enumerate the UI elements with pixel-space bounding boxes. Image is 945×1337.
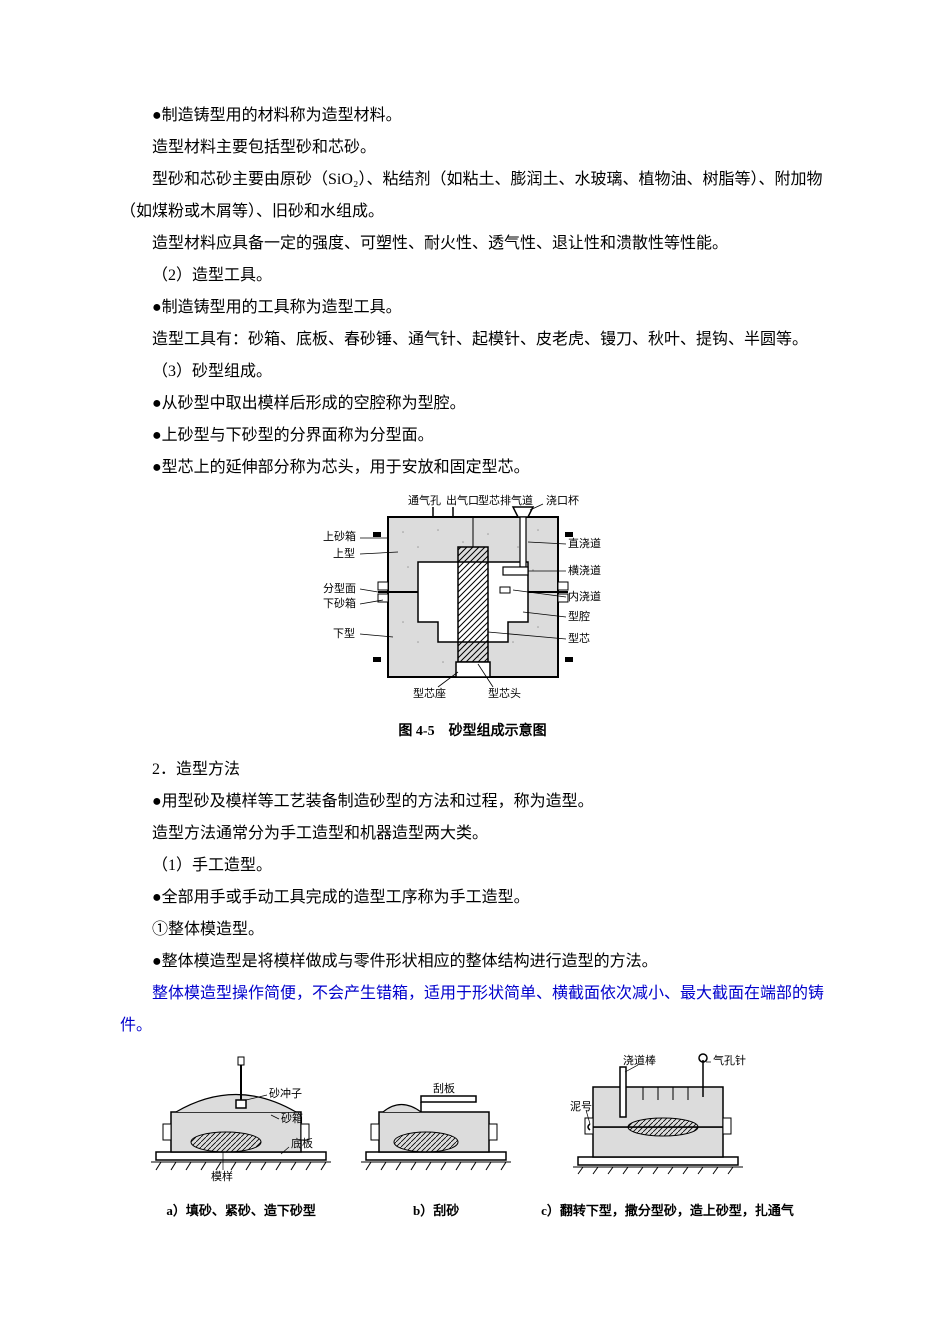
label-clay-seal: 泥号 [570,1100,592,1113]
para-materials-def: ●制造铸型用的材料称为造型材料。 [120,100,825,132]
para-parting-def: ●上砂型与下砂型的分界面称为分型面。 [120,420,825,452]
label-core-vent: 型芯排气道 [478,493,533,507]
label-outlet: 出气口 [446,493,479,507]
para-corehead-def: ●型芯上的延伸部分称为芯头，用于安放和固定型芯。 [120,452,825,484]
figure-step-a: 砂冲子 砂箱 底板 模样 a）填砂、紧砂、造下砂型 [151,1052,331,1224]
figure-a-caption: a）填砂、紧砂、造下砂型 [151,1198,331,1224]
label-sprue-rod: 浇道棒 [623,1053,656,1067]
figure-row-molding-steps: 砂冲子 砂箱 底板 模样 a）填砂、紧砂、造下砂型 [120,1052,825,1224]
para-tools-def: ●制造铸型用的工具称为造型工具。 [120,292,825,324]
label-core-seat: 型芯座 [413,686,446,700]
label-pouring-cup: 浇口杯 [546,493,579,507]
label-flask: 砂箱 [281,1111,303,1125]
para-manual-heading: （1）手工造型。 [120,850,825,882]
label-baseboard: 底板 [291,1136,313,1150]
label-lower-mold: 下型 [333,626,355,640]
para-material-properties: 造型材料应具备一定的强度、可塑性、耐火性、透气性、退让性和溃散性等性能。 [120,228,825,260]
para-solid-pattern-heading: ①整体模造型。 [120,914,825,946]
figure-b-caption: b）刮砂 [361,1198,511,1224]
label-upper-flask: 上砂箱 [323,529,356,543]
label-scraper: 刮板 [433,1081,455,1095]
label-cavity: 型腔 [568,609,590,623]
figure-c-caption: c）翻转下型，撒分型砂，造上砂型，扎通气 [541,1198,794,1224]
para-cavity-def: ●从砂型中取出模样后形成的空腔称为型腔。 [120,388,825,420]
label-runner: 横浇道 [568,563,601,577]
figure1-caption: 图 4-5 砂型组成示意图 [120,718,825,746]
para-materials-include: 造型材料主要包括型砂和芯砂。 [120,132,825,164]
label-parting: 分型面 [323,581,356,595]
label-vent-needle: 气孔针 [713,1053,746,1067]
label-rammer: 砂冲子 [269,1086,302,1100]
para-sandmold-heading: （3）砂型组成。 [120,356,825,388]
label-pattern: 模样 [211,1169,233,1182]
para-molding-types: 造型方法通常分为手工造型和机器造型两大类。 [120,818,825,850]
label-lower-flask: 下砂箱 [323,596,356,610]
para-solid-pattern-def: ●整体模造型是将模样做成与零件形状相应的整体结构进行造型的方法。 [120,946,825,978]
label-vent-hole: 通气孔 [408,493,441,507]
figure-step-c: 浇道棒 气孔针 泥号 c）翻转下型，撒分型砂，造上砂型，扎通气 [541,1052,794,1224]
heading-molding-methods: 2．造型方法 [120,754,825,786]
para-tools-heading: （2）造型工具。 [120,260,825,292]
label-core-head: 型芯头 [488,686,521,700]
para-sand-composition: 型砂和芯砂主要由原砂（SiO₂）、粘结剂（如粘土、膨润土、水玻璃、植物油、树脂等… [120,164,825,228]
figure-step-b: 刮板 b）刮砂 [361,1052,511,1224]
label-sprue: 直浇道 [568,536,601,550]
para-tools-list: 造型工具有：砂箱、底板、春砂锤、通气针、起模针、皮老虎、镘刀、秋叶、提钩、半圆等… [120,324,825,356]
para-manual-def: ●全部用手或手动工具完成的造型工序称为手工造型。 [120,882,825,914]
label-ingate: 内浇道 [568,589,601,603]
para-molding-def: ●用型砂及模样等工艺装备制造砂型的方法和过程，称为造型。 [120,786,825,818]
figure-sand-mold-composition: 上砂箱 上型 分型面 下砂箱 下型 通气孔 出气口 型芯排气道 浇口杯 直浇道 … [120,492,825,714]
label-upper-mold: 上型 [333,546,355,560]
para-solid-pattern-note: 整体模造型操作简便，不会产生错箱，适用于形状简单、横截面依次减小、最大截面在端部… [120,978,825,1042]
label-core: 型芯 [568,631,590,645]
